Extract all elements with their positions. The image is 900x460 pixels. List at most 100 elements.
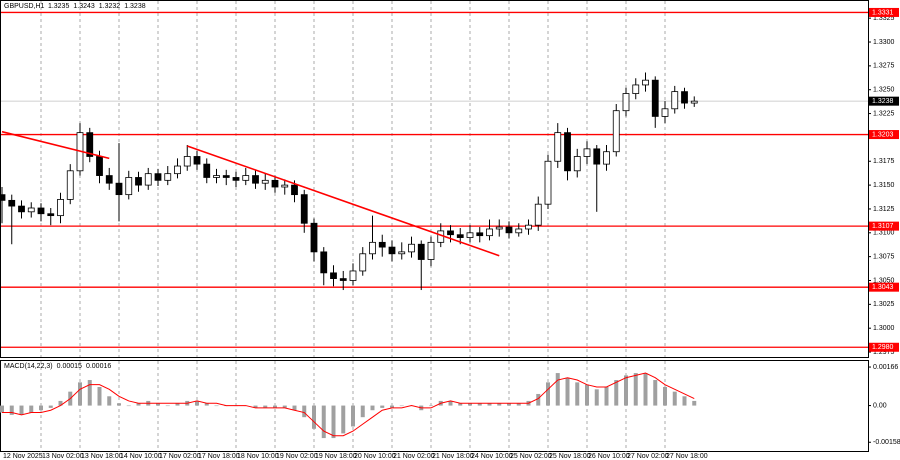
- x-tick-label: 19 Nov 02:00: [276, 453, 318, 460]
- candle-body: [593, 148, 601, 165]
- candle-body: [466, 232, 474, 238]
- x-tick-label: 21 Nov 18:00: [432, 453, 474, 460]
- macd-bar: [497, 403, 502, 406]
- macd-bar: [614, 380, 619, 406]
- macd-bar: [663, 387, 667, 406]
- macd-bar: [175, 403, 180, 406]
- x-tick-label: 14 Nov 10:00: [120, 453, 162, 460]
- macd-bar: [29, 405, 34, 413]
- candle-body: [398, 251, 406, 255]
- y-tick-label: 1.3300: [873, 39, 895, 46]
- y-tick-label: 0.00: [873, 402, 887, 409]
- candle-body: [174, 165, 181, 175]
- candle-body: [505, 226, 513, 234]
- candle-body: [271, 179, 279, 188]
- macd-bar: [9, 405, 14, 415]
- x-tick-label: 20 Nov 10:00: [354, 453, 396, 460]
- symbol: GBPUSD,H1: [4, 3, 45, 10]
- macd-bar: [253, 405, 258, 408]
- y-tick-label: 0.00166: [873, 364, 898, 371]
- ohlc-value: 1.3232: [99, 3, 121, 10]
- y-tick-label: -0.00158: [873, 439, 900, 446]
- macd-bar: [58, 400, 63, 406]
- macd-bar: [380, 405, 385, 408]
- macd-bar: [370, 405, 375, 411]
- candle-body: [57, 199, 64, 217]
- candle-body: [330, 272, 337, 279]
- macd-bar: [458, 403, 463, 406]
- candle-body: [447, 230, 454, 236]
- macd-bar: [78, 382, 82, 406]
- macd-bar: [390, 405, 394, 408]
- bid-label: 1.3238: [872, 98, 894, 105]
- candle-body: [515, 228, 523, 234]
- macd-bar: [204, 403, 209, 406]
- macd-bar: [536, 393, 541, 406]
- y-tick-label: 1.3150: [873, 182, 895, 189]
- x-tick-label: 27 Nov 18:00: [666, 453, 708, 460]
- macd-bar: [477, 403, 482, 406]
- candle-body: [690, 100, 698, 104]
- candle-body: [281, 184, 289, 188]
- candle-body: [651, 79, 659, 117]
- candle-body: [573, 156, 581, 172]
- macd-bar: [214, 405, 219, 407]
- level-label-box: [869, 7, 899, 17]
- candle-body: [47, 213, 55, 217]
- macd-bar: [351, 405, 355, 427]
- macd-bar: [136, 403, 141, 406]
- candle-body: [388, 246, 396, 255]
- macd-bar: [672, 391, 677, 406]
- macd-bar: [546, 382, 550, 406]
- macd-bar: [399, 405, 404, 407]
- candle-body: [105, 175, 113, 184]
- x-tick-label: 25 Nov 02:00: [510, 453, 552, 460]
- candle-body: [115, 182, 123, 196]
- level-label: 1.3107: [872, 223, 894, 230]
- signal-line: [2, 372, 695, 437]
- ohlc-value: 1.3235: [48, 3, 70, 10]
- candle-body: [339, 278, 347, 281]
- macd-bar: [448, 400, 453, 406]
- macd-bar: [643, 373, 648, 406]
- y-tick-label: 1.2975: [873, 349, 895, 356]
- macd-bar: [507, 403, 511, 406]
- macd-header: MACD(14,22,3) 0.00015 0.00016: [4, 363, 111, 370]
- candle-body: [193, 156, 201, 165]
- level-label: 1.2980: [872, 344, 894, 351]
- level-label: 1.3203: [872, 131, 894, 138]
- macd-bar: [331, 405, 336, 439]
- macd-bar: [292, 405, 297, 411]
- trendline: [186, 145, 500, 257]
- macd-bar: [107, 396, 112, 406]
- macd-bar: [282, 405, 287, 408]
- level-label-box: [869, 282, 899, 292]
- candle-body: [154, 173, 162, 181]
- macd-bar: [341, 405, 346, 434]
- macd-bar: [156, 403, 160, 406]
- candle-body: [86, 132, 94, 157]
- candle-body: [8, 199, 16, 207]
- candle-body: [66, 170, 74, 200]
- macd-bar: [97, 387, 102, 406]
- y-tick-label: 1.3000: [873, 325, 895, 332]
- candle-body: [252, 175, 259, 184]
- y-tick-label: 1.3325: [873, 15, 895, 22]
- candle-body: [242, 175, 250, 181]
- candle-body: [320, 251, 328, 274]
- macd-bar: [195, 400, 199, 406]
- x-tick-label: 26 Nov 10:00: [588, 453, 630, 460]
- y-tick-label: 1.3100: [873, 230, 895, 237]
- macd-bar: [604, 387, 609, 406]
- candle-body: [291, 184, 298, 196]
- candle-body: [164, 173, 172, 181]
- macd-label: MACD(14,22,3): [4, 363, 53, 370]
- macd-bar: [165, 405, 170, 407]
- macd-bar: [653, 380, 658, 406]
- candle-body: [125, 177, 133, 196]
- macd-bar: [633, 373, 638, 406]
- x-tick-label: 27 Nov 02:00: [627, 453, 669, 460]
- macd-bar: [117, 403, 121, 406]
